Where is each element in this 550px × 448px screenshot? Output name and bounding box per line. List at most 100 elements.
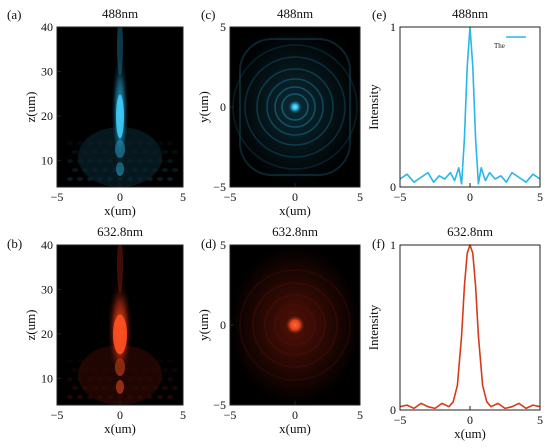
y-axis-label: y(um) — [196, 91, 211, 123]
y-axis-label: Intensity — [366, 84, 381, 130]
heatmap-image — [230, 245, 360, 405]
beam-core — [116, 94, 124, 139]
speckle — [167, 395, 173, 399]
x-tick-label: 0 — [467, 413, 473, 427]
x-tick-label: 5 — [357, 408, 363, 422]
x-tick-label: −5 — [51, 190, 64, 204]
panel-c: (c) 488nm −5 0 5 −5 0 5 x(um) y(um) — [196, 6, 363, 218]
y-tick-label: 10 — [41, 153, 53, 167]
speckle — [157, 141, 163, 145]
y-tick-label: 40 — [41, 238, 53, 252]
x-tick-label: 5 — [537, 413, 543, 427]
panel-label: (a) — [7, 7, 21, 22]
heatmap-image — [230, 27, 360, 187]
speckle — [157, 177, 163, 181]
y-tick-label: 1 — [390, 238, 396, 252]
panel-b: (b) 632.8nm −5 0 5 10 20 30 40 x(um) z(um) — [7, 224, 186, 436]
x-tick-label: −5 — [394, 413, 407, 427]
speckle — [172, 168, 178, 172]
series-line — [399, 26, 541, 185]
series-line — [399, 244, 541, 410]
y-tick-label: 0 — [390, 180, 396, 194]
y-tick-label: 30 — [41, 64, 53, 78]
speckle — [67, 359, 73, 363]
speckle — [167, 377, 173, 381]
panel-label: (d) — [201, 236, 216, 251]
y-axis-label: Intensity — [366, 304, 381, 350]
y-tick-label: 0 — [220, 318, 226, 332]
speckle — [67, 377, 73, 381]
heatmap-image — [57, 27, 183, 187]
airy-ring — [274, 86, 316, 128]
speckle — [72, 150, 78, 154]
x-tick-label: −5 — [394, 190, 407, 204]
speckle — [77, 141, 83, 145]
y-tick-label: 1 — [390, 20, 396, 34]
panel-label: (b) — [7, 236, 22, 251]
beam-sidelobe — [116, 380, 124, 394]
x-tick-label: −5 — [224, 408, 237, 422]
y-axis-label: z(um) — [23, 91, 38, 122]
x-tick-label: 0 — [467, 190, 473, 204]
panel-d: (d) 632.8nm −5 0 5 −5 0 5 x(um) y(um) — [196, 224, 363, 436]
airy-ring — [244, 56, 346, 158]
panel-title: 632.8nm — [97, 224, 143, 239]
plot-frame — [399, 244, 541, 411]
panel-title: 488nm — [277, 6, 313, 21]
airy-ring — [252, 282, 338, 368]
x-tick-label: 0 — [117, 190, 123, 204]
speckle — [157, 395, 163, 399]
airy-ring — [281, 93, 309, 121]
legend-label: The — [494, 42, 505, 50]
speckle — [167, 359, 173, 363]
speckle — [172, 150, 178, 154]
y-tick-label: 10 — [41, 371, 53, 385]
y-tick-label: 30 — [41, 282, 53, 296]
y-tick-label: 0 — [390, 403, 396, 417]
y-tick-label: 5 — [220, 238, 226, 252]
x-tick-label: 5 — [180, 408, 186, 422]
plot-frame — [399, 26, 541, 188]
speckle — [77, 359, 83, 363]
focal-spot — [284, 314, 306, 336]
y-tick-label: −5 — [213, 398, 226, 412]
speckle — [167, 141, 173, 145]
y-tick-label: 0 — [220, 100, 226, 114]
outer-ring — [239, 38, 351, 176]
x-axis-label: x(um) — [454, 426, 486, 441]
x-axis-label: x(um) — [104, 421, 136, 436]
speckle — [72, 386, 78, 390]
speckle — [162, 368, 168, 372]
panel-title: 632.8nm — [272, 224, 318, 239]
y-tick-label: 5 — [220, 20, 226, 34]
panel-label: (e) — [372, 7, 386, 22]
speckle — [72, 368, 78, 372]
y-tick-label: −5 — [213, 180, 226, 194]
speckle — [162, 386, 168, 390]
beam-tail — [117, 27, 123, 75]
airy-ring — [266, 78, 324, 136]
speckle — [172, 368, 178, 372]
x-tick-label: 0 — [117, 408, 123, 422]
speckle — [162, 168, 168, 172]
speckle — [162, 150, 168, 154]
focal-spot — [287, 99, 303, 115]
speckle — [67, 177, 73, 181]
x-tick-label: −5 — [224, 190, 237, 204]
x-tick-label: 5 — [357, 190, 363, 204]
panel-a: (a) 488nm −5 0 5 10 20 30 40 x(um) z(um) — [7, 6, 186, 218]
beam-tail — [117, 245, 123, 293]
airy-ring — [274, 304, 316, 346]
airy-ring — [256, 68, 334, 146]
x-tick-label: 0 — [292, 190, 298, 204]
beam-core — [113, 314, 127, 355]
y-tick-label: 20 — [41, 109, 53, 123]
y-tick-label: 40 — [41, 20, 53, 34]
airy-ring — [264, 294, 326, 356]
panel-label: (f) — [372, 236, 385, 251]
x-tick-label: 0 — [292, 408, 298, 422]
panel-title: 488nm — [102, 6, 138, 21]
x-axis-label: x(um) — [279, 421, 311, 436]
